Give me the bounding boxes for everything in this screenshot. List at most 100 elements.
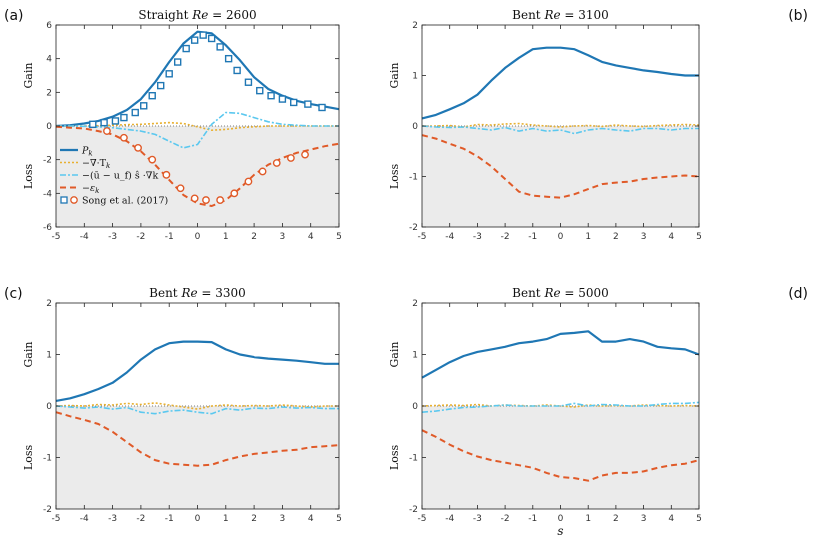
x-tick-label: 2: [251, 232, 257, 242]
marker-square: [209, 35, 215, 41]
marker-square: [175, 59, 181, 65]
x-tick-label: 4: [308, 514, 314, 524]
x-tick-label: 4: [668, 232, 674, 242]
x-tick-label: 5: [696, 232, 702, 242]
x-tick-label: 2: [613, 514, 619, 524]
marker-circle: [163, 172, 169, 178]
panel-1: -5 -4 -3 -2 -1 0 1 2 3 4 5 -2 -1 0 1 2 Bent Re = 3100 (b)…: [388, 8, 808, 242]
x-tick-label: 2: [251, 514, 257, 524]
y-tick-label: -2: [409, 505, 418, 515]
marker-square: [112, 118, 118, 124]
marker-square: [234, 67, 240, 73]
x-tick-label: 1: [585, 232, 591, 242]
panel-0: -5 -4 -3 -2 -1 0 1 2 3 4 5 -6 -4 -2 0 2 4 6 Straight Re = …: [4, 8, 342, 242]
y-tick-label: 2: [46, 88, 52, 98]
gain-label: Gain: [22, 342, 35, 368]
y-tick-label: -1: [43, 454, 52, 464]
x-tick-label: 4: [308, 232, 314, 242]
marker-circle: [121, 135, 127, 141]
x-tick-label: -5: [418, 514, 427, 524]
x-tick-label: 5: [336, 232, 342, 242]
x-tick-label: 1: [223, 514, 229, 524]
marker-square: [121, 115, 127, 121]
y-tick-label: 1: [412, 351, 418, 361]
marker-circle: [231, 190, 237, 196]
x-tick-label: -1: [528, 232, 537, 242]
loss-label: Loss: [22, 164, 35, 190]
marker-circle: [149, 156, 155, 162]
marker-square: [192, 37, 198, 43]
x-tick-label: -1: [165, 232, 174, 242]
marker-circle: [191, 195, 197, 201]
x-tick-label: 5: [696, 514, 702, 524]
marker-circle: [302, 151, 308, 157]
x-tick-label: 3: [641, 514, 647, 524]
marker-circle: [217, 197, 223, 203]
x-tick-label: 3: [280, 232, 286, 242]
panel-letter: (b): [788, 8, 808, 24]
panel-letter: (a): [4, 8, 24, 24]
panel-3: -5 -4 -3 -2 -1 0 1 2 3 4 5 -2 -1 0 1 2 Bent Re = 5000 (d)…: [388, 286, 808, 538]
marker-circle: [245, 178, 251, 184]
x-tick-label: -2: [136, 232, 145, 242]
panel-2: -5 -4 -3 -2 -1 0 1 2 3 4 5 -2 -1 0 1 2 Bent Re = 3300 (c)…: [4, 286, 342, 524]
x-tick-label: 0: [558, 232, 564, 242]
y-tick-label: 1: [412, 72, 418, 82]
loss-label: Loss: [388, 445, 401, 471]
panel-title: Bent Re = 3300: [149, 286, 246, 300]
y-tick-label: 2: [412, 299, 418, 309]
x-tick-label: -4: [445, 232, 454, 242]
legend-circle-marker: [71, 197, 77, 203]
x-tick-label: 3: [280, 514, 286, 524]
x-tick-label: -4: [80, 232, 89, 242]
x-tick-label: -5: [418, 232, 427, 242]
x-tick-label: 0: [195, 232, 201, 242]
y-tick-label: 0: [412, 122, 418, 132]
marker-circle: [288, 155, 294, 161]
y-tick-label: 1: [46, 351, 52, 361]
figure: -5 -4 -3 -2 -1 0 1 2 3 4 5-6-4-20246Straight Re = …: [0, 0, 822, 546]
marker-square: [319, 104, 325, 110]
x-tick-label: 1: [585, 514, 591, 524]
y-tick-label: 0: [46, 402, 52, 412]
gain-label: Gain: [388, 63, 401, 89]
marker-square: [149, 93, 155, 99]
marker-square: [245, 79, 251, 85]
x-tick-label: -4: [445, 514, 454, 524]
y-tick-label: -1: [409, 454, 418, 464]
y-tick-label: -2: [43, 156, 52, 166]
loss-region: [56, 406, 339, 509]
marker-square: [305, 101, 311, 107]
marker-circle: [274, 160, 280, 166]
marker-square: [141, 103, 147, 109]
y-tick-label: 0: [412, 402, 418, 412]
marker-square: [257, 88, 263, 94]
x-tick-label: -3: [473, 232, 482, 242]
panel-title: Bent Re = 5000: [512, 286, 609, 300]
x-tick-label: 1: [223, 232, 229, 242]
x-tick-label: -2: [501, 514, 510, 524]
panel-letter: (d): [788, 286, 808, 302]
y-tick-label: -1: [409, 173, 418, 183]
marker-square: [226, 56, 232, 62]
legend-label: Song et al. (2017): [82, 196, 168, 207]
series-line-Pk: [56, 342, 339, 401]
gain-label: Gain: [22, 63, 35, 89]
legend-label: −(ū − u_f) ŝ ·∇k: [82, 171, 158, 182]
series-line-Pk: [56, 32, 339, 126]
x-tick-label: 0: [558, 514, 564, 524]
gain-label: Gain: [388, 342, 401, 368]
x-tick-label: -5: [52, 514, 61, 524]
x-tick-label: 3: [641, 232, 647, 242]
marker-circle: [135, 145, 141, 151]
marker-square: [158, 83, 164, 89]
y-tick-label: -4: [43, 189, 52, 199]
marker-square: [279, 96, 285, 102]
x-tick-label: -2: [501, 232, 510, 242]
panel-letter: (c): [4, 286, 23, 302]
legend-square-marker: [61, 197, 67, 203]
y-tick-label: 2: [412, 21, 418, 31]
x-tick-label: 0: [195, 514, 201, 524]
panel-title: Straight Re = 2600: [138, 8, 256, 22]
marker-circle: [104, 128, 110, 134]
